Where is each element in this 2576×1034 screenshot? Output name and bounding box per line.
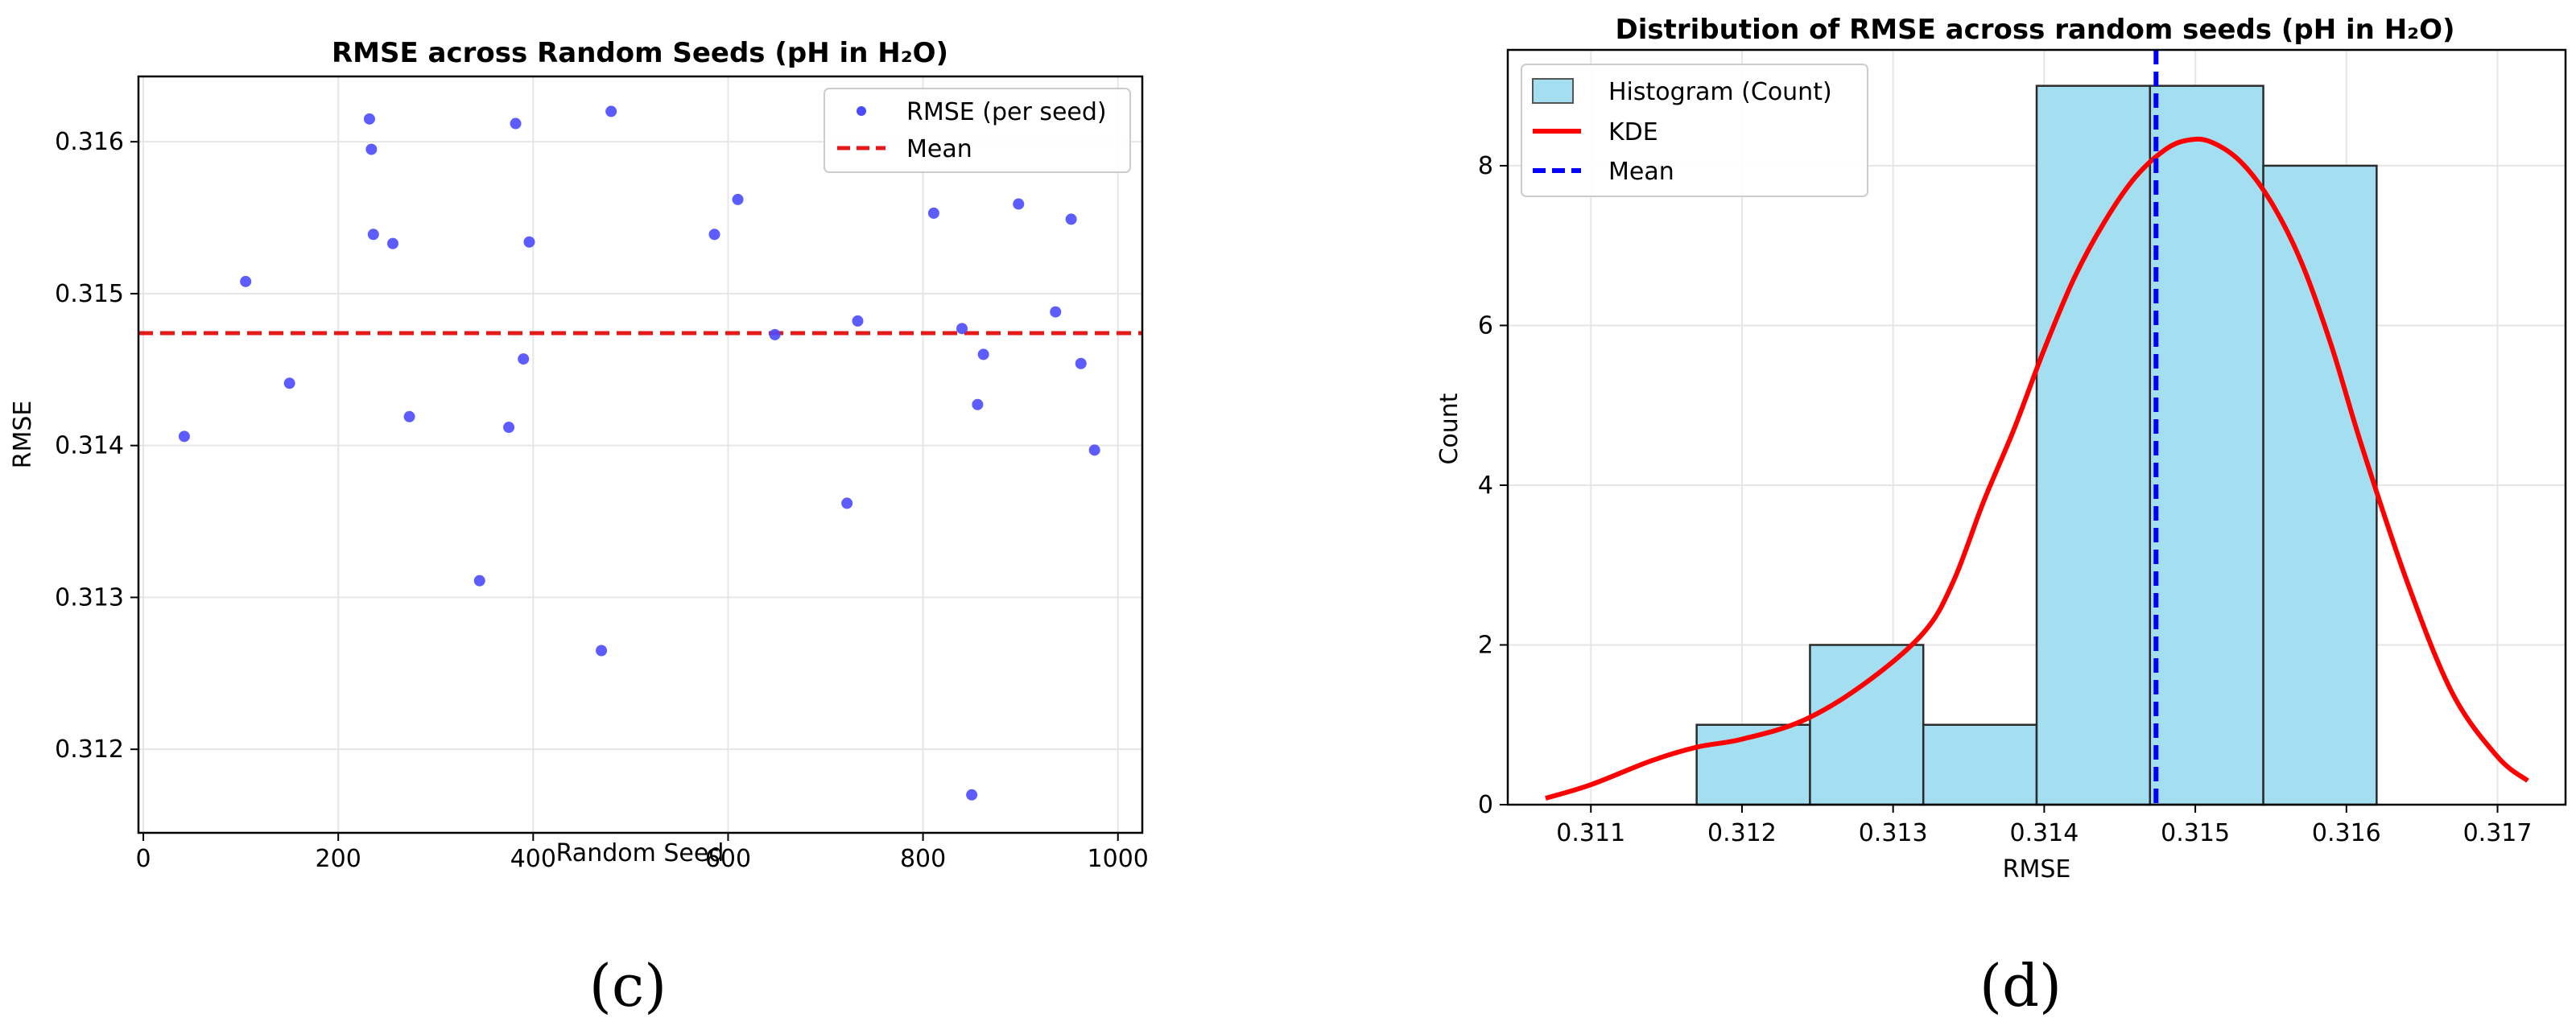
scatter-xtick-label: 0 — [136, 845, 151, 873]
scatter-ytick-label: 0.314 — [55, 432, 124, 460]
legend-label-histogram: Histogram (Count) — [1608, 78, 1832, 106]
legend-marker-histogram — [1532, 78, 1574, 104]
scatter-point — [283, 377, 295, 389]
scatter-point — [403, 410, 415, 422]
histogram-title: Distribution of RMSE across random seeds… — [1615, 14, 2454, 46]
scatter-point — [605, 105, 617, 117]
kde-curve — [1545, 136, 2529, 801]
histogram-xticks: 0.311 0.312 0.313 0.314 0.315 0.316 0.317 — [1556, 805, 2532, 847]
histogram-xtick-label: 0.312 — [1707, 819, 1777, 847]
scatter-xtick-label: 600 — [705, 845, 751, 873]
scatter-yticks: 0.312 0.313 0.314 0.315 0.316 — [55, 128, 138, 764]
scatter-xtick-label: 1000 — [1088, 845, 1149, 873]
scatter-xlabel: Random Seed — [556, 839, 724, 867]
scatter-legend: RMSE (per seed) Mean — [824, 88, 1131, 173]
histogram-yticks: 0 2 4 6 8 — [1478, 152, 1508, 819]
scatter-point — [1050, 306, 1062, 318]
scatter-point — [769, 328, 781, 340]
histogram-ytick-label: 6 — [1478, 311, 1493, 340]
legend-marker-points — [857, 106, 866, 116]
scatter-point — [363, 113, 375, 125]
scatter-xtick-label: 200 — [316, 845, 361, 873]
scatter-points — [178, 105, 1100, 801]
scatter-point — [503, 422, 515, 434]
scatter-point — [518, 353, 530, 365]
histogram-ytick-label: 0 — [1478, 791, 1493, 819]
histogram-legend-box — [1521, 64, 1868, 197]
scatter-ytick-label: 0.312 — [55, 735, 124, 764]
scatter-point — [966, 789, 978, 801]
histogram-plot-frame — [1506, 48, 2567, 806]
scatter-point — [852, 315, 864, 327]
histogram-bars — [1695, 84, 2378, 806]
scatter-chart: RMSE across Random Seeds (pH in H₂O) 0 20… — [9, 37, 1149, 873]
scatter-point — [365, 143, 378, 155]
scatter-point — [240, 275, 252, 287]
scatter-point — [473, 575, 485, 587]
scatter-point — [367, 229, 379, 241]
scatter-legend-box — [824, 88, 1131, 173]
histogram-bar — [1922, 723, 2038, 806]
scatter-grid — [138, 76, 1142, 833]
histogram-ytick-label: 4 — [1478, 472, 1493, 500]
scatter-plot-frame — [137, 75, 1144, 834]
scatter-ylabel: RMSE — [9, 401, 37, 469]
scatter-point — [596, 645, 608, 657]
histogram-ylabel: Count — [1435, 393, 1463, 464]
scatter-xtick-label: 400 — [510, 845, 556, 873]
histogram-xlabel: RMSE — [2003, 855, 2071, 884]
histogram-xtick-label: 0.311 — [1556, 819, 1625, 847]
kde-curve-group — [1545, 136, 2529, 801]
scatter-ytick-label: 0.316 — [55, 128, 124, 156]
scatter-point — [927, 207, 939, 219]
scatter-point — [1065, 213, 1077, 225]
scatter-point — [1088, 444, 1100, 456]
scatter-point — [841, 497, 853, 509]
scatter-point — [732, 193, 744, 205]
histogram-chart: Distribution of RMSE across random seeds… — [1435, 14, 2567, 884]
histogram-xtick-label: 0.317 — [2463, 819, 2533, 847]
histogram-bar — [2035, 84, 2152, 806]
scatter-point — [386, 237, 398, 249]
legend-label-points: RMSE (per seed) — [906, 98, 1107, 126]
scatter-point — [956, 323, 968, 335]
scatter-title: RMSE across Random Seeds (pH in H₂O) — [332, 37, 948, 69]
histogram-legend: Histogram (Count) KDE Mean — [1521, 64, 1868, 197]
scatter-point — [178, 430, 190, 443]
legend-label-mean-hist: Mean — [1608, 158, 1674, 186]
scatter-xtick-label: 800 — [900, 845, 946, 873]
histogram-bar — [2149, 84, 2264, 806]
scatter-point — [1013, 198, 1025, 210]
scatter-ytick-label: 0.315 — [55, 280, 124, 308]
histogram-xtick-label: 0.316 — [2312, 819, 2381, 847]
panel-label-d: (d) — [1979, 952, 2062, 1020]
panel-label-c: (c) — [589, 952, 667, 1020]
histogram-bar — [2262, 164, 2378, 806]
histogram-xtick-label: 0.314 — [2009, 819, 2079, 847]
legend-label-kde: KDE — [1608, 118, 1658, 146]
scatter-point — [510, 117, 522, 130]
histogram-xtick-label: 0.315 — [2161, 819, 2230, 847]
scatter-xticks: 0 200 400 600 800 1000 — [136, 833, 1149, 873]
histogram-ytick-label: 8 — [1478, 152, 1493, 180]
scatter-point — [972, 398, 984, 410]
scatter-point — [523, 236, 535, 248]
scatter-point — [1075, 357, 1087, 369]
scatter-point — [708, 229, 720, 241]
histogram-bar — [1809, 644, 1925, 806]
histogram-xtick-label: 0.313 — [1859, 819, 1928, 847]
scatter-point — [977, 348, 989, 360]
histogram-ytick-label: 2 — [1478, 631, 1493, 659]
scatter-ytick-label: 0.313 — [55, 583, 124, 612]
legend-label-mean: Mean — [906, 135, 972, 163]
